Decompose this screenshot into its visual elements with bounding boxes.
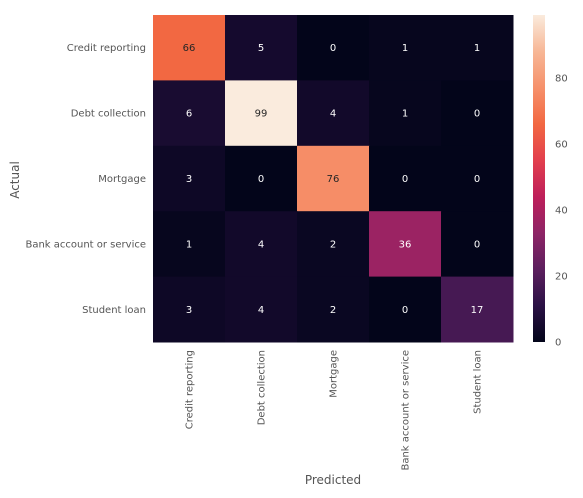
heatmap-cell-r3-c3 <box>369 211 442 278</box>
heatmap-cell-r4-c4 <box>441 276 514 343</box>
heatmap-cell-labels: 66 5 0 1 1 6 99 4 1 0 3 0 76 0 0 1 4 2 36 0 3 4 2 0 17 <box>183 43 484 316</box>
heatmap-cell-r3-c1 <box>225 211 298 278</box>
heatmap-cell-r2-c1 <box>225 145 298 212</box>
cell-value-r0-c0: 66 <box>183 43 196 54</box>
cell-value-r2-c3: 0 <box>402 174 408 185</box>
colorbar-ticks: 0 20 40 60 80 <box>555 73 568 348</box>
heatmap-cell-r4-c0 <box>153 276 226 343</box>
cell-value-r1-c1: 99 <box>255 109 268 120</box>
cell-value-r4-c0: 3 <box>186 305 192 316</box>
x-tick-label-credit-reporting: Credit reporting <box>185 350 196 429</box>
heatmap-cell-r1-c3 <box>369 80 442 147</box>
heatmap-cell-r4-c2 <box>297 276 370 343</box>
colorbar <box>533 15 545 342</box>
y-tick-label-bank-account-or-service: Bank account or service <box>25 239 146 250</box>
heatmap-cell-r3-c4 <box>441 211 514 278</box>
y-tick-label-credit-reporting: Credit reporting <box>67 43 146 54</box>
x-tick-label-student-loan: Student loan <box>473 350 484 414</box>
heatmap-cell-r1-c4 <box>441 80 514 147</box>
cell-value-r1-c4: 0 <box>474 109 480 120</box>
colorbar-tick-label-60: 60 <box>555 139 568 150</box>
cell-value-r3-c2: 2 <box>330 239 336 250</box>
heatmap-cell-r0-c3 <box>369 15 442 81</box>
heatmap-cell-r2-c0 <box>153 145 226 212</box>
heatmap-cell-r4-c3 <box>369 276 442 343</box>
colorbar-tick-label-80: 80 <box>555 73 568 84</box>
heatmap-cell-r3-c0 <box>153 211 226 278</box>
heatmap-cell-r1-c0 <box>153 80 226 147</box>
x-axis-tick-labels: Credit reporting Debt collection Mortgage B… <box>185 350 484 471</box>
cell-value-r3-c3: 36 <box>399 239 412 250</box>
y-tick-label-mortgage: Mortgage <box>98 174 146 185</box>
cell-value-r3-c1: 4 <box>258 239 264 250</box>
cell-value-r4-c2: 2 <box>330 305 336 316</box>
x-axis-title: Predicted <box>305 473 361 487</box>
cell-value-r1-c3: 1 <box>402 109 408 120</box>
colorbar-tick-label-0: 0 <box>555 338 561 349</box>
heatmap-cell-r2-c2 <box>297 145 370 212</box>
cell-value-r0-c3: 1 <box>402 43 408 54</box>
heatmap-cell-r2-c4 <box>441 145 514 212</box>
cell-value-r1-c2: 4 <box>330 109 336 120</box>
cell-value-r0-c1: 5 <box>258 43 264 54</box>
heatmap-cell-r0-c2 <box>297 15 370 81</box>
cell-value-r3-c4: 0 <box>474 239 480 250</box>
cell-value-r2-c1: 0 <box>258 174 264 185</box>
heatmap-cell-r1-c1 <box>225 80 298 147</box>
heatmap-cell-r3-c2 <box>297 211 370 278</box>
x-tick-label-mortgage: Mortgage <box>329 350 340 398</box>
heatmap-cell-r1-c2 <box>297 80 370 147</box>
cell-value-r0-c2: 0 <box>330 43 336 54</box>
heatmap-cell-r4-c1 <box>225 276 298 343</box>
cell-value-r4-c4: 17 <box>471 305 484 316</box>
cell-value-r2-c4: 0 <box>474 174 480 185</box>
x-tick-label-debt-collection: Debt collection <box>257 350 268 425</box>
cell-value-r1-c0: 6 <box>186 109 192 120</box>
cell-value-r4-c1: 4 <box>258 305 264 316</box>
heatmap-cells <box>153 15 514 343</box>
y-tick-label-student-loan: Student loan <box>82 305 146 316</box>
cell-value-r4-c3: 0 <box>402 305 408 316</box>
heatmap-cell-r0-c0 <box>153 15 226 81</box>
x-tick-label-bank-account-or-service: Bank account or service <box>401 350 412 471</box>
heatmap-cell-r0-c4 <box>441 15 514 81</box>
cell-value-r3-c0: 1 <box>186 239 192 250</box>
colorbar-tick-label-20: 20 <box>555 271 568 282</box>
cell-value-r0-c4: 1 <box>474 43 480 54</box>
y-axis-title: Actual <box>8 161 22 199</box>
cell-value-r2-c2: 76 <box>327 174 340 185</box>
y-axis-tick-labels: Credit reporting Debt collection Mortgage B… <box>25 43 146 316</box>
heatmap-cell-r0-c1 <box>225 15 298 81</box>
colorbar-tick-label-40: 40 <box>555 205 568 216</box>
y-tick-label-debt-collection: Debt collection <box>71 109 146 120</box>
cell-value-r2-c0: 3 <box>186 174 192 185</box>
heatmap-cell-r2-c3 <box>369 145 442 212</box>
